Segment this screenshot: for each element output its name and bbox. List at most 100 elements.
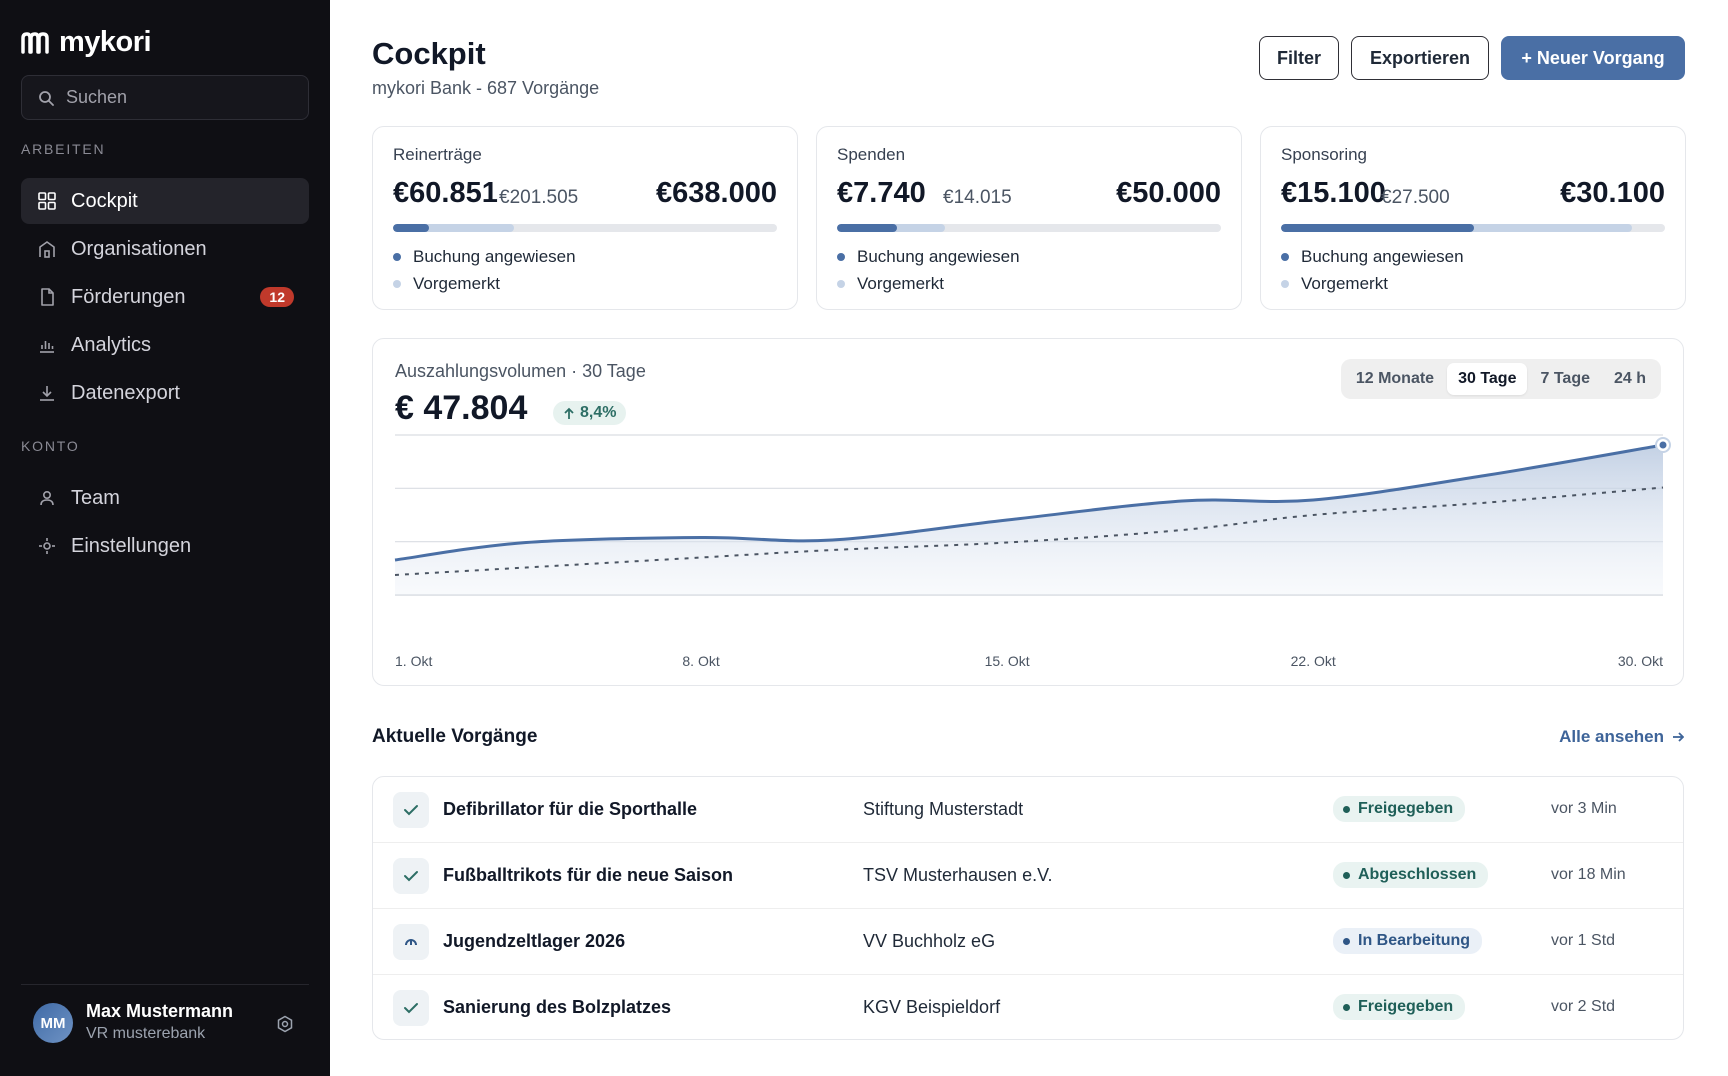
legend-dot-booked: [1281, 253, 1289, 261]
card-value: €7.740: [837, 177, 926, 209]
legend-dot-booked: [837, 253, 845, 261]
view-all-label: Alle ansehen: [1559, 727, 1664, 746]
bar-chart-icon: [40, 341, 54, 353]
legend-label: Buchung angewiesen: [413, 247, 576, 266]
sidebar-item-label: Team: [71, 486, 120, 509]
section-label-work: ARBEITEN: [21, 141, 106, 157]
search-input[interactable]: [66, 87, 286, 108]
new-transaction-button[interactable]: + Neuer Vorgang: [1501, 36, 1685, 80]
table-row[interactable]: Fußballtrikots für die neue Saison TSV M…: [373, 843, 1683, 909]
status-badge: Freigegeben: [1333, 994, 1466, 1020]
table-row[interactable]: Jugendzeltlager 2026 VV Buchholz eG In B…: [373, 909, 1683, 975]
legend-label: Buchung angewiesen: [1301, 247, 1464, 266]
count-badge: 12: [260, 287, 294, 307]
sidebar-item-organisationen[interactable]: Organisationen: [21, 226, 309, 272]
status-badge: Freigegeben: [1333, 796, 1466, 822]
section-label-account: KONTO: [21, 438, 80, 454]
kpi-card-reinertraege: Reinerträge €60.851 €201.505 €638.000 Bu…: [372, 126, 798, 310]
range-option-12-months[interactable]: 12 Monate: [1355, 370, 1435, 387]
card-secondary-value: €14.015: [943, 187, 1012, 208]
table-row[interactable]: Defibrillator für die Sporthalle Stiftun…: [373, 777, 1683, 843]
table-row[interactable]: Sanierung des Bolzplatzes KGV Beispieldo…: [373, 975, 1683, 1039]
status-label: In Bearbeitung: [1358, 932, 1471, 949]
card-target-value: €50.000: [1116, 177, 1221, 209]
legend-label: Buchung angewiesen: [857, 247, 1020, 266]
legend-label: Vorgemerkt: [857, 274, 944, 293]
arrow-right-icon: [1673, 732, 1684, 742]
grid-icon: [38, 192, 56, 210]
row-title: Defibrillator für die Sporthalle: [443, 799, 698, 819]
range-option-24-hours[interactable]: 24 h: [1613, 370, 1646, 387]
legend-booked: Buchung angewiesen: [837, 247, 1020, 267]
row-title: Fußballtrikots für die neue Saison: [443, 865, 734, 885]
page-subtitle: mykori Bank - 687 Vorgänge: [372, 78, 600, 98]
sidebar: mykori ARBEITEN Cockpit Organisationen F…: [0, 0, 330, 1076]
search-box[interactable]: [21, 75, 309, 120]
sidebar-item-label: Analytics: [71, 333, 152, 356]
progress-bar: [1281, 224, 1665, 232]
app-name: mykori: [59, 26, 152, 58]
range-option-30-days[interactable]: 30 Tage: [1447, 363, 1528, 395]
status-dot: [1343, 805, 1350, 813]
avatar: MM: [33, 1003, 73, 1043]
sidebar-item-label: Organisationen: [71, 237, 207, 260]
legend-dot-booked: [393, 253, 401, 261]
sidebar-item-datenexport[interactable]: Datenexport: [21, 370, 309, 416]
chart-value: € 47.804: [395, 389, 528, 427]
legend-booked: Buchung angewiesen: [1281, 247, 1464, 267]
legend-booked: Buchung angewiesen: [393, 247, 576, 267]
card-secondary-value: €27.500: [1381, 187, 1450, 208]
sidebar-item-einstellungen[interactable]: Einstellungen: [21, 523, 309, 569]
status-label: Freigegeben: [1358, 800, 1454, 817]
row-organisation: VV Buchholz eG: [863, 931, 996, 951]
sidebar-item-foerderungen[interactable]: Förderungen 12: [21, 274, 309, 320]
document-icon: [41, 288, 54, 306]
user-profile[interactable]: MM Max Mustermann VR musterebank: [21, 984, 309, 1076]
export-button[interactable]: Exportieren: [1351, 36, 1489, 80]
row-time: vor 3 Min: [1551, 800, 1617, 817]
legend-reserved: Vorgemerkt: [393, 274, 500, 294]
search-icon: [39, 90, 54, 106]
sidebar-item-cockpit[interactable]: Cockpit: [21, 178, 309, 224]
card-label: Sponsoring: [1281, 145, 1368, 164]
legend-reserved: Vorgemerkt: [1281, 274, 1388, 294]
card-value: €60.851: [393, 177, 498, 209]
series-line-dashed: [394, 486, 1664, 576]
check-icon: [393, 990, 429, 1026]
row-organisation: KGV Beispieldorf: [863, 997, 1001, 1017]
status-dot: [1343, 1003, 1350, 1011]
series-area: [395, 445, 1663, 595]
range-option-7-days[interactable]: 7 Tage: [1540, 370, 1590, 387]
section-title-transactions: Aktuelle Vorgänge: [372, 726, 538, 747]
chart-label: Auszahlungsvolumen · 30 Tage: [395, 361, 646, 381]
sidebar-item-team[interactable]: Team: [21, 475, 309, 521]
area-chart: 1. Okt 8. Okt 15. Okt 22. Okt 30. Okt: [394, 434, 1671, 669]
kpi-card-spenden: Spenden €7.740 €14.015 €50.000 Buchung a…: [816, 126, 1242, 310]
view-all-link[interactable]: Alle ansehen: [1559, 727, 1684, 747]
settings-icon: [39, 538, 55, 554]
progress-booked: [837, 224, 897, 232]
legend-label: Vorgemerkt: [413, 274, 500, 293]
card-label: Spenden: [837, 145, 906, 164]
logo[interactable]: mykori: [21, 26, 152, 59]
status-dot: [1343, 937, 1350, 945]
sidebar-item-label: Einstellungen: [71, 534, 192, 557]
card-value: €15.100: [1281, 177, 1386, 209]
legend-dot-reserved: [393, 280, 401, 288]
sidebar-item-analytics[interactable]: Analytics: [21, 322, 309, 368]
building-icon: [39, 241, 55, 258]
legend-dot-reserved: [837, 280, 845, 288]
gear-icon[interactable]: [276, 1015, 294, 1033]
user-icon: [40, 490, 54, 506]
status-dot: [1343, 871, 1350, 879]
download-icon: [40, 386, 54, 401]
arrow-up-icon: [564, 407, 574, 419]
page-title: Cockpit: [372, 36, 486, 71]
check-icon: [393, 858, 429, 894]
series-line-solid: [394, 443, 1664, 562]
progress-icon: [393, 924, 429, 960]
filter-button[interactable]: Filter: [1259, 36, 1339, 80]
kpi-card-sponsoring: Sponsoring €15.100 €27.500 €30.100 Buchu…: [1260, 126, 1686, 310]
check-icon: [393, 792, 429, 828]
row-organisation: Stiftung Musterstadt: [863, 799, 1024, 819]
